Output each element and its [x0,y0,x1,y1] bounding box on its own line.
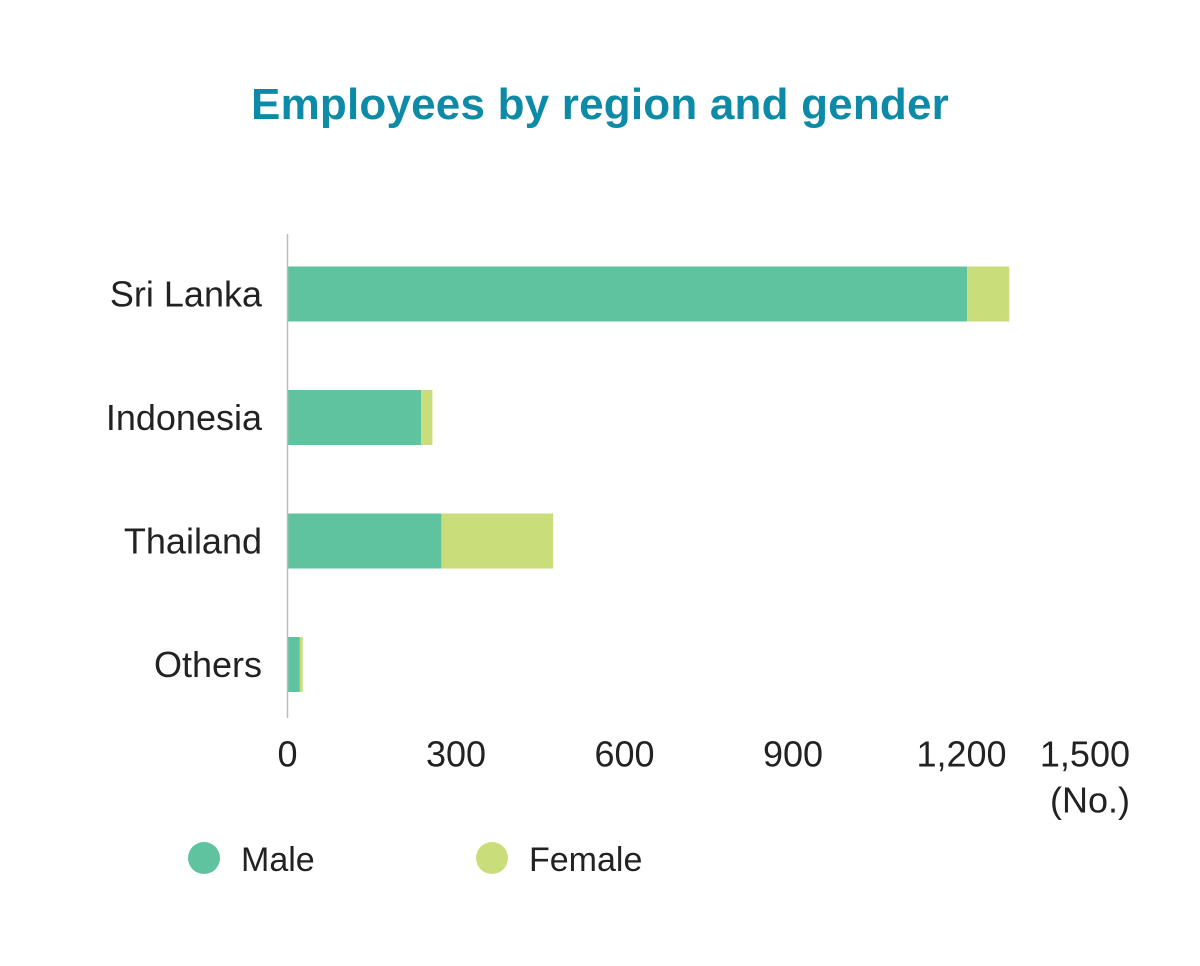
legend-swatch-female [476,842,508,874]
bar-sri-lanka-female [967,266,1010,322]
category-label-thailand: Thailand [124,521,262,562]
x-tick-label: 1,200 [916,734,1006,775]
labels-layer: Sri Lanka Indonesia Thailand Others 0 300 600 9… [106,274,1130,821]
bar-indonesia-male [287,390,422,445]
x-tick-label: 1,500 [1040,734,1130,775]
category-label-sri-lanka: Sri Lanka [110,274,263,315]
bar-others-female [299,637,303,692]
legend-label-male: Male [241,841,315,879]
legend-item-female: Female [476,841,642,879]
legend-item-male: Male [188,841,315,879]
legend-swatch-male [188,842,220,874]
bars-layer [287,266,1010,692]
legend-label-female: Female [529,841,642,879]
bar-thailand-male [287,513,442,569]
category-label-others: Others [154,644,262,685]
x-tick-label: 300 [426,734,486,775]
x-tick-label: 600 [594,734,654,775]
legend: Male Female [188,841,642,879]
bar-indonesia-female [421,390,433,445]
category-label-indonesia: Indonesia [106,397,263,438]
bar-sri-lanka-male [287,266,968,322]
chart-title: Employees by region and gender [251,80,949,129]
x-axis-unit-label: (No.) [1050,780,1130,821]
bar-others-male [287,637,300,692]
bar-thailand-female [441,513,554,569]
x-tick-label: 900 [763,734,823,775]
x-tick-label: 0 [277,734,297,775]
